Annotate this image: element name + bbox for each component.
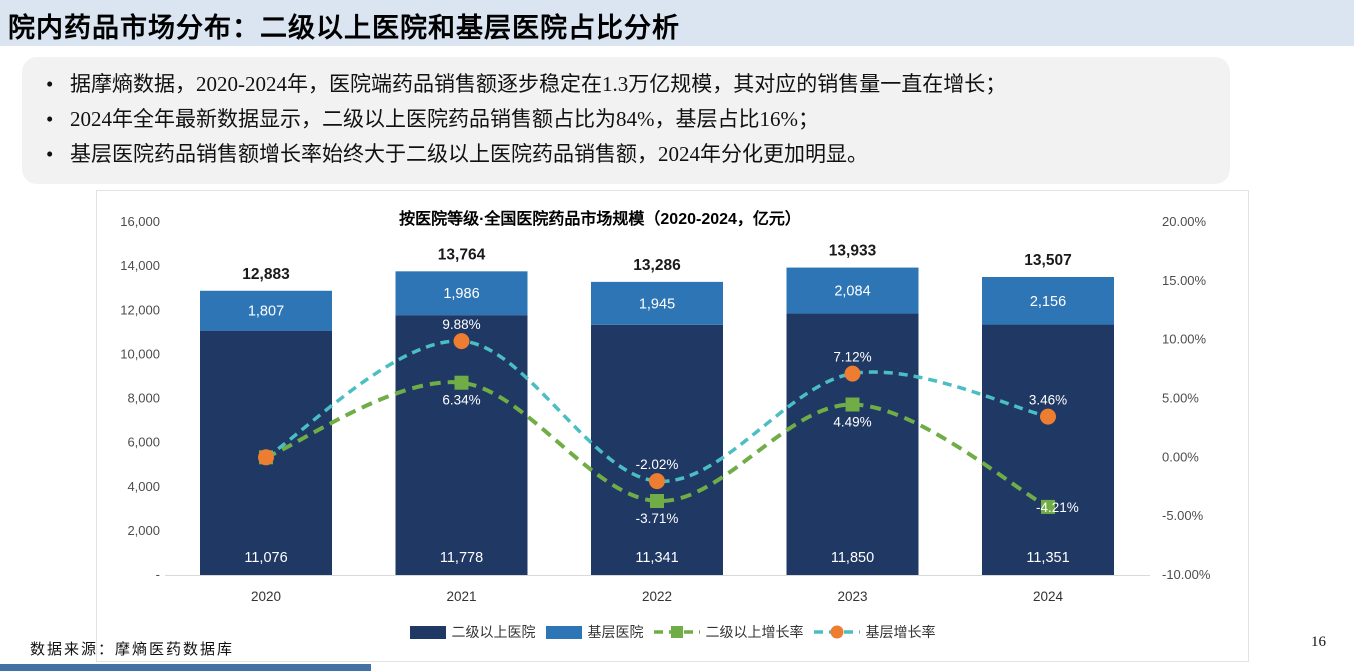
circle-marker — [844, 365, 861, 382]
bar-segment-tier2plus — [982, 324, 1114, 575]
bullet-item: 基层医院药品销售额增长率始终大于二级以上医院药品销售额，2024年分化更加明显。 — [36, 137, 1212, 172]
bar-label-tier2plus: 11,076 — [244, 550, 287, 566]
legend-item: 二级以上医院 — [409, 622, 536, 642]
left-axis-tick: 10,000 — [120, 346, 160, 361]
left-axis-tick: 16,000 — [120, 214, 160, 229]
bar-segment-primary — [982, 277, 1114, 325]
growth-rate-label: 9.88% — [442, 317, 480, 332]
circle-marker — [1040, 408, 1056, 425]
legend-label: 基层增长率 — [865, 624, 936, 640]
legend-item: 二级以上增长率 — [653, 622, 804, 642]
bar-label-primary: 2,156 — [1030, 294, 1066, 310]
growth-rate-label: -4.21% — [1036, 500, 1079, 515]
square-marker — [454, 375, 469, 390]
summary-bullet-card: 据摩熵数据，2020-2024年，医院端药品销售额逐步稳定在1.3万亿规模，其对… — [22, 57, 1230, 184]
right-axis-tick: 20.00% — [1162, 214, 1207, 229]
growth-rate-label: 6.34% — [442, 393, 480, 408]
growth-rate-label: 3.46% — [1029, 393, 1067, 408]
bar-segment-primary — [395, 271, 528, 316]
growth-rate-label: 7.12% — [833, 350, 871, 365]
legend-item: 基层增长率 — [813, 622, 936, 642]
growth-rate-label: -3.71% — [636, 511, 679, 526]
x-axis-category-label: 2022 — [642, 589, 672, 604]
circle-marker — [453, 333, 470, 350]
growth-rate-label: -2.02% — [636, 457, 679, 472]
growth-line-tier2plus — [265, 380, 1049, 509]
x-axis-category-label: 2023 — [837, 589, 867, 604]
x-axis-category-label: 2021 — [446, 589, 476, 604]
chart-title: 按医院等级·全国医院药品市场规模（2020-2024，亿元） — [399, 211, 801, 228]
legend-label: 基层医院 — [587, 624, 644, 640]
circle-marker-icon — [830, 625, 843, 639]
bar-total-label: 13,286 — [633, 257, 681, 274]
bar-label-primary: 1,945 — [639, 296, 675, 312]
legend-line-swatch — [813, 625, 860, 639]
header-band: 院内药品市场分布：二级以上医院和基层医院占比分析 — [0, 0, 1354, 46]
chart-legend: 二级以上医院 基层医院 二级以上增长率 基层增长率 — [96, 621, 1249, 643]
left-axis-tick: 12,000 — [120, 302, 160, 317]
square-marker — [650, 494, 664, 508]
legend-line-swatch — [653, 626, 700, 638]
legend-item: 基层医院 — [545, 622, 644, 642]
legend-label: 二级以上增长率 — [705, 624, 804, 640]
bar-label-tier2plus: 11,850 — [831, 550, 874, 566]
bar-segment-primary — [786, 267, 919, 314]
right-axis-tick: 10.00% — [1162, 332, 1207, 347]
left-axis-tick: 6,000 — [127, 435, 160, 450]
left-axis-tick: 4,000 — [127, 479, 160, 494]
square-marker — [845, 397, 860, 412]
data-source-label: 数据来源：摩熵医药数据库 — [30, 642, 235, 658]
bar-total-label: 12,883 — [242, 266, 290, 283]
page-number: 16 — [1311, 634, 1326, 650]
bar-label-primary: 1,807 — [248, 304, 284, 320]
bar-total-label: 13,507 — [1024, 252, 1071, 269]
square-marker — [1041, 499, 1055, 514]
right-axis-tick: 15.00% — [1162, 273, 1207, 288]
bar-total-label: 13,933 — [829, 243, 877, 260]
bar-segment-tier2plus — [591, 324, 723, 575]
bullet-item: 据摩熵数据，2020-2024年，医院端药品销售额逐步稳定在1.3万亿规模，其对… — [36, 67, 1212, 102]
left-axis-tick: 8,000 — [127, 391, 160, 406]
circle-marker — [649, 473, 665, 490]
bar-label-tier2plus: 11,341 — [635, 550, 678, 566]
right-axis-tick: -10.00% — [1162, 567, 1211, 582]
left-axis-tick: 2,000 — [127, 523, 160, 538]
bar-label-primary: 2,084 — [834, 284, 870, 300]
bar-label-primary: 1,986 — [443, 286, 479, 302]
footer-accent-bar — [0, 664, 371, 671]
x-axis-category-label: 2020 — [251, 589, 281, 604]
circle-marker — [258, 449, 274, 466]
left-axis-tick: 14,000 — [120, 258, 160, 273]
legend-swatch — [409, 625, 446, 639]
right-axis-tick: 0.00% — [1162, 449, 1199, 464]
bar-label-tier2plus: 11,778 — [440, 550, 483, 566]
square-marker-icon — [670, 626, 683, 638]
bar-segment-primary — [200, 290, 332, 331]
legend-label: 二级以上医院 — [451, 624, 536, 640]
bar-segment-tier2plus — [786, 313, 919, 575]
growth-rate-label: 4.49% — [833, 415, 871, 430]
left-axis-tick: - — [156, 567, 160, 582]
bar-segment-tier2plus — [395, 315, 528, 575]
bar-label-tier2plus: 11,351 — [1026, 550, 1069, 566]
bullet-item: 2024年全年最新数据显示，二级以上医院药品销售额占比为84%，基层占比16%； — [36, 102, 1212, 137]
right-axis-tick: 5.00% — [1162, 391, 1199, 406]
right-axis-tick: -5.00% — [1162, 508, 1204, 523]
bullet-list: 据摩熵数据，2020-2024年，医院端药品销售额逐步稳定在1.3万亿规模，其对… — [36, 67, 1212, 172]
slide-title: 院内药品市场分布：二级以上医院和基层医院占比分析 — [8, 13, 680, 43]
legend-swatch — [545, 625, 582, 639]
x-axis-category-label: 2024 — [1033, 589, 1064, 604]
bar-total-label: 13,764 — [438, 246, 486, 263]
bar-segment-primary — [591, 281, 723, 325]
